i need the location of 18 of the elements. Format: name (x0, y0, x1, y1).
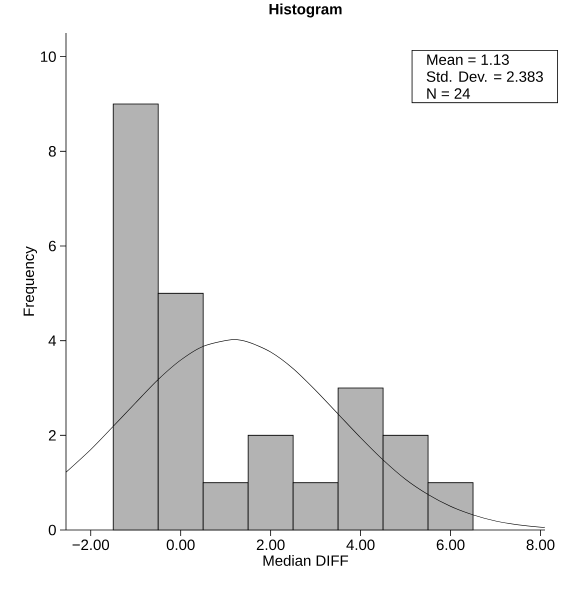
y-tick-label: 0 (48, 524, 56, 536)
y-tick-label: 6 (48, 240, 56, 252)
x-tick-label: 4.00 (346, 540, 375, 550)
y-tick-label: 8 (48, 146, 56, 157)
x-tick-label: 2.00 (256, 540, 285, 550)
x-tick-label: 8.00 (526, 540, 554, 550)
annotation: Mean = 1.13 (427, 54, 509, 65)
y-axis-title: Frequency (24, 246, 38, 316)
x-tick-label: −2.00 (72, 540, 110, 550)
x-tick-label: 0.00 (166, 540, 195, 550)
x-axis-title: Median DIFF (264, 554, 348, 566)
y-tick-label: 10 (41, 51, 56, 62)
y-tick-label: 4 (48, 336, 56, 346)
annotation: Std. Dev. = 2.383 (426, 70, 543, 82)
chart-title: Histogram (270, 3, 342, 18)
y-tick-label: 2 (48, 430, 56, 441)
annotation: N = 24 (427, 88, 470, 99)
x-tick-label: 6.00 (436, 540, 464, 550)
